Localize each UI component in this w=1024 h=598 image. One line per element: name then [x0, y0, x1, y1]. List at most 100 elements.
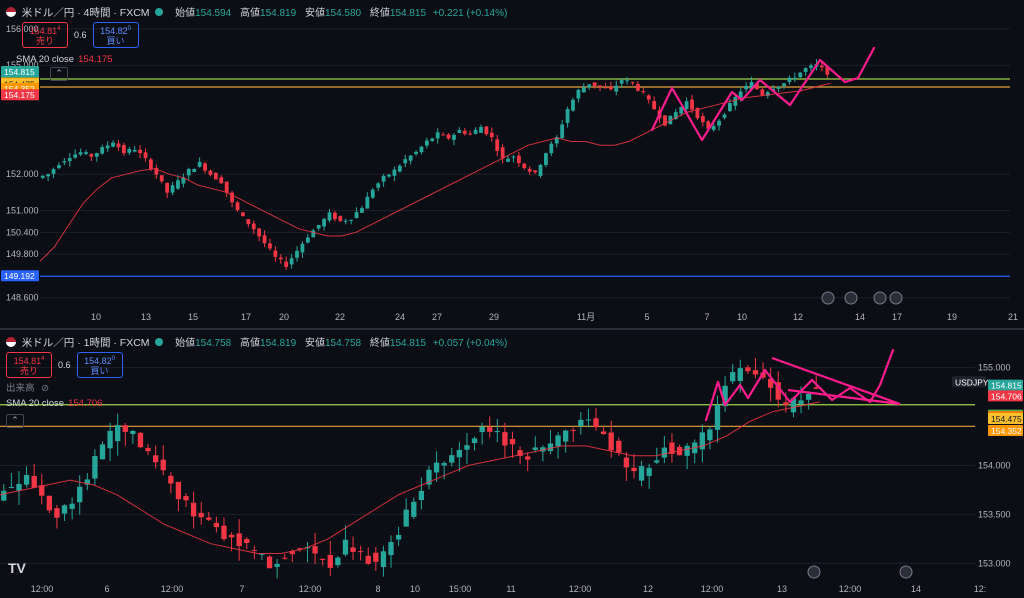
candle-body	[365, 196, 370, 209]
candle-body	[494, 431, 500, 433]
candle-body	[16, 483, 22, 491]
candle-body	[1, 490, 7, 501]
candle-body	[798, 72, 803, 78]
candle-body	[625, 80, 629, 82]
candle-body	[46, 495, 53, 511]
candle-body	[69, 503, 75, 509]
y-tick-label: 151.000	[6, 206, 39, 216]
candle-body	[46, 174, 51, 177]
chart-pane-1h[interactable]: 155.000 154.000 153.500 153.000 USDJPY 154.81…	[0, 330, 1024, 598]
volume-legend[interactable]: 出来高 ⊘	[6, 383, 50, 394]
candle-body	[224, 181, 229, 193]
candle-body	[471, 438, 478, 444]
candle-body	[790, 398, 797, 413]
x-tick-label: 12:00	[569, 584, 592, 594]
x-tick-label: 12:00	[161, 584, 184, 594]
candle-body	[555, 435, 561, 447]
candle-body	[424, 140, 429, 146]
eye-off-icon[interactable]: ⊘	[41, 383, 50, 394]
usdjpy-flag-icon	[6, 337, 16, 347]
price-tag-label: 154.815	[4, 67, 35, 77]
candle-body	[137, 432, 144, 448]
candle-body	[570, 429, 576, 431]
x-tick-label: 17	[892, 312, 902, 322]
candle-body	[798, 400, 804, 404]
candle-body	[221, 525, 227, 540]
candle-body	[370, 189, 375, 198]
collapse-legend-button[interactable]: ⌃	[6, 414, 24, 428]
candle-body	[737, 368, 743, 382]
high-label: 高値	[240, 338, 261, 349]
event-icon	[889, 291, 903, 305]
candle-body	[654, 460, 660, 463]
candle-body	[297, 548, 303, 550]
candle-body	[219, 177, 224, 184]
candle-body	[176, 180, 180, 189]
candle-body	[89, 154, 94, 157]
sma-legend-1h[interactable]: SMA 20 close 154.706	[6, 398, 103, 409]
event-icon	[821, 291, 835, 305]
x-tick-label: 13	[141, 312, 151, 322]
buy-button[interactable]: 154.820 買い	[76, 352, 123, 378]
change-value: +0.221 (+0.14%)	[432, 8, 508, 19]
drawn-triangle-line	[771, 356, 901, 406]
candle-body	[560, 124, 565, 139]
candle-body	[652, 100, 657, 110]
candle-body	[419, 146, 424, 153]
candle-body	[714, 405, 721, 430]
candle-body	[121, 144, 126, 154]
candle-body	[311, 230, 316, 238]
candle-body	[487, 427, 493, 432]
x-tick-label: 5	[644, 312, 649, 322]
candle-body	[381, 175, 386, 182]
time-axis-bg	[0, 581, 1024, 597]
candle-body	[320, 558, 326, 560]
candle-body	[435, 132, 440, 139]
tradingview-logo-icon[interactable]: TV	[8, 560, 26, 576]
pane-divider[interactable]	[0, 328, 1024, 330]
price-tag-label: 149.192	[4, 271, 35, 281]
candle-body	[813, 387, 819, 389]
candle-body	[107, 430, 113, 449]
sell-button[interactable]: 154.814 売り	[22, 22, 68, 48]
candle-body	[403, 159, 408, 164]
candle-body	[327, 212, 332, 221]
high-value: 154.819	[260, 8, 297, 19]
close-label: 終値	[369, 338, 390, 349]
candle-body	[246, 219, 251, 225]
chart-4h-svg[interactable]: 156.000155.000152.000151.000150.400149.8…	[0, 0, 1024, 328]
candle-body	[449, 455, 455, 463]
symbol-title[interactable]: 米ドル／円 · 4時間 · FXCM	[21, 7, 150, 19]
symbol-title[interactable]: 米ドル／円 · 1時間 · FXCM	[21, 337, 150, 349]
buy-button[interactable]: 154.820 買い	[92, 22, 139, 48]
x-tick-label: 11月	[577, 312, 595, 322]
candle-body	[540, 447, 546, 452]
x-tick-label: 20	[279, 312, 289, 322]
candle-body	[669, 442, 675, 454]
sma-legend-4h[interactable]: SMA 20 close 154.175	[16, 54, 113, 65]
candle-body	[395, 534, 402, 540]
candle-body	[31, 476, 37, 488]
x-tick-label: 14	[911, 584, 921, 594]
x-tick-label: 12:00	[299, 584, 322, 594]
change-value: +0.057 (+0.04%)	[432, 338, 508, 349]
usdjpy-flag-icon	[6, 7, 16, 17]
sell-button[interactable]: 154.814 売り	[6, 352, 52, 378]
candle-body	[457, 130, 462, 133]
spread-value: 0.6	[74, 30, 87, 40]
candle-body	[707, 429, 713, 441]
candle-body	[730, 372, 736, 382]
x-tick-label: 10	[737, 312, 747, 322]
candle-body	[305, 237, 310, 243]
x-tick-label: 12:00	[31, 584, 54, 594]
market-open-icon	[155, 338, 164, 346]
chart-pane-4h[interactable]: 156.000 155.000 152.000 151.000 150.400 149.8…	[0, 0, 1024, 328]
candle-body	[259, 553, 265, 555]
candle-body	[61, 505, 68, 514]
collapse-legend-button[interactable]: ⌃	[50, 67, 68, 81]
price-tag-label: 154.175	[4, 90, 35, 100]
high-label: 高値	[240, 8, 261, 19]
candle-body	[484, 126, 489, 135]
x-tick-label: 29	[489, 312, 499, 322]
